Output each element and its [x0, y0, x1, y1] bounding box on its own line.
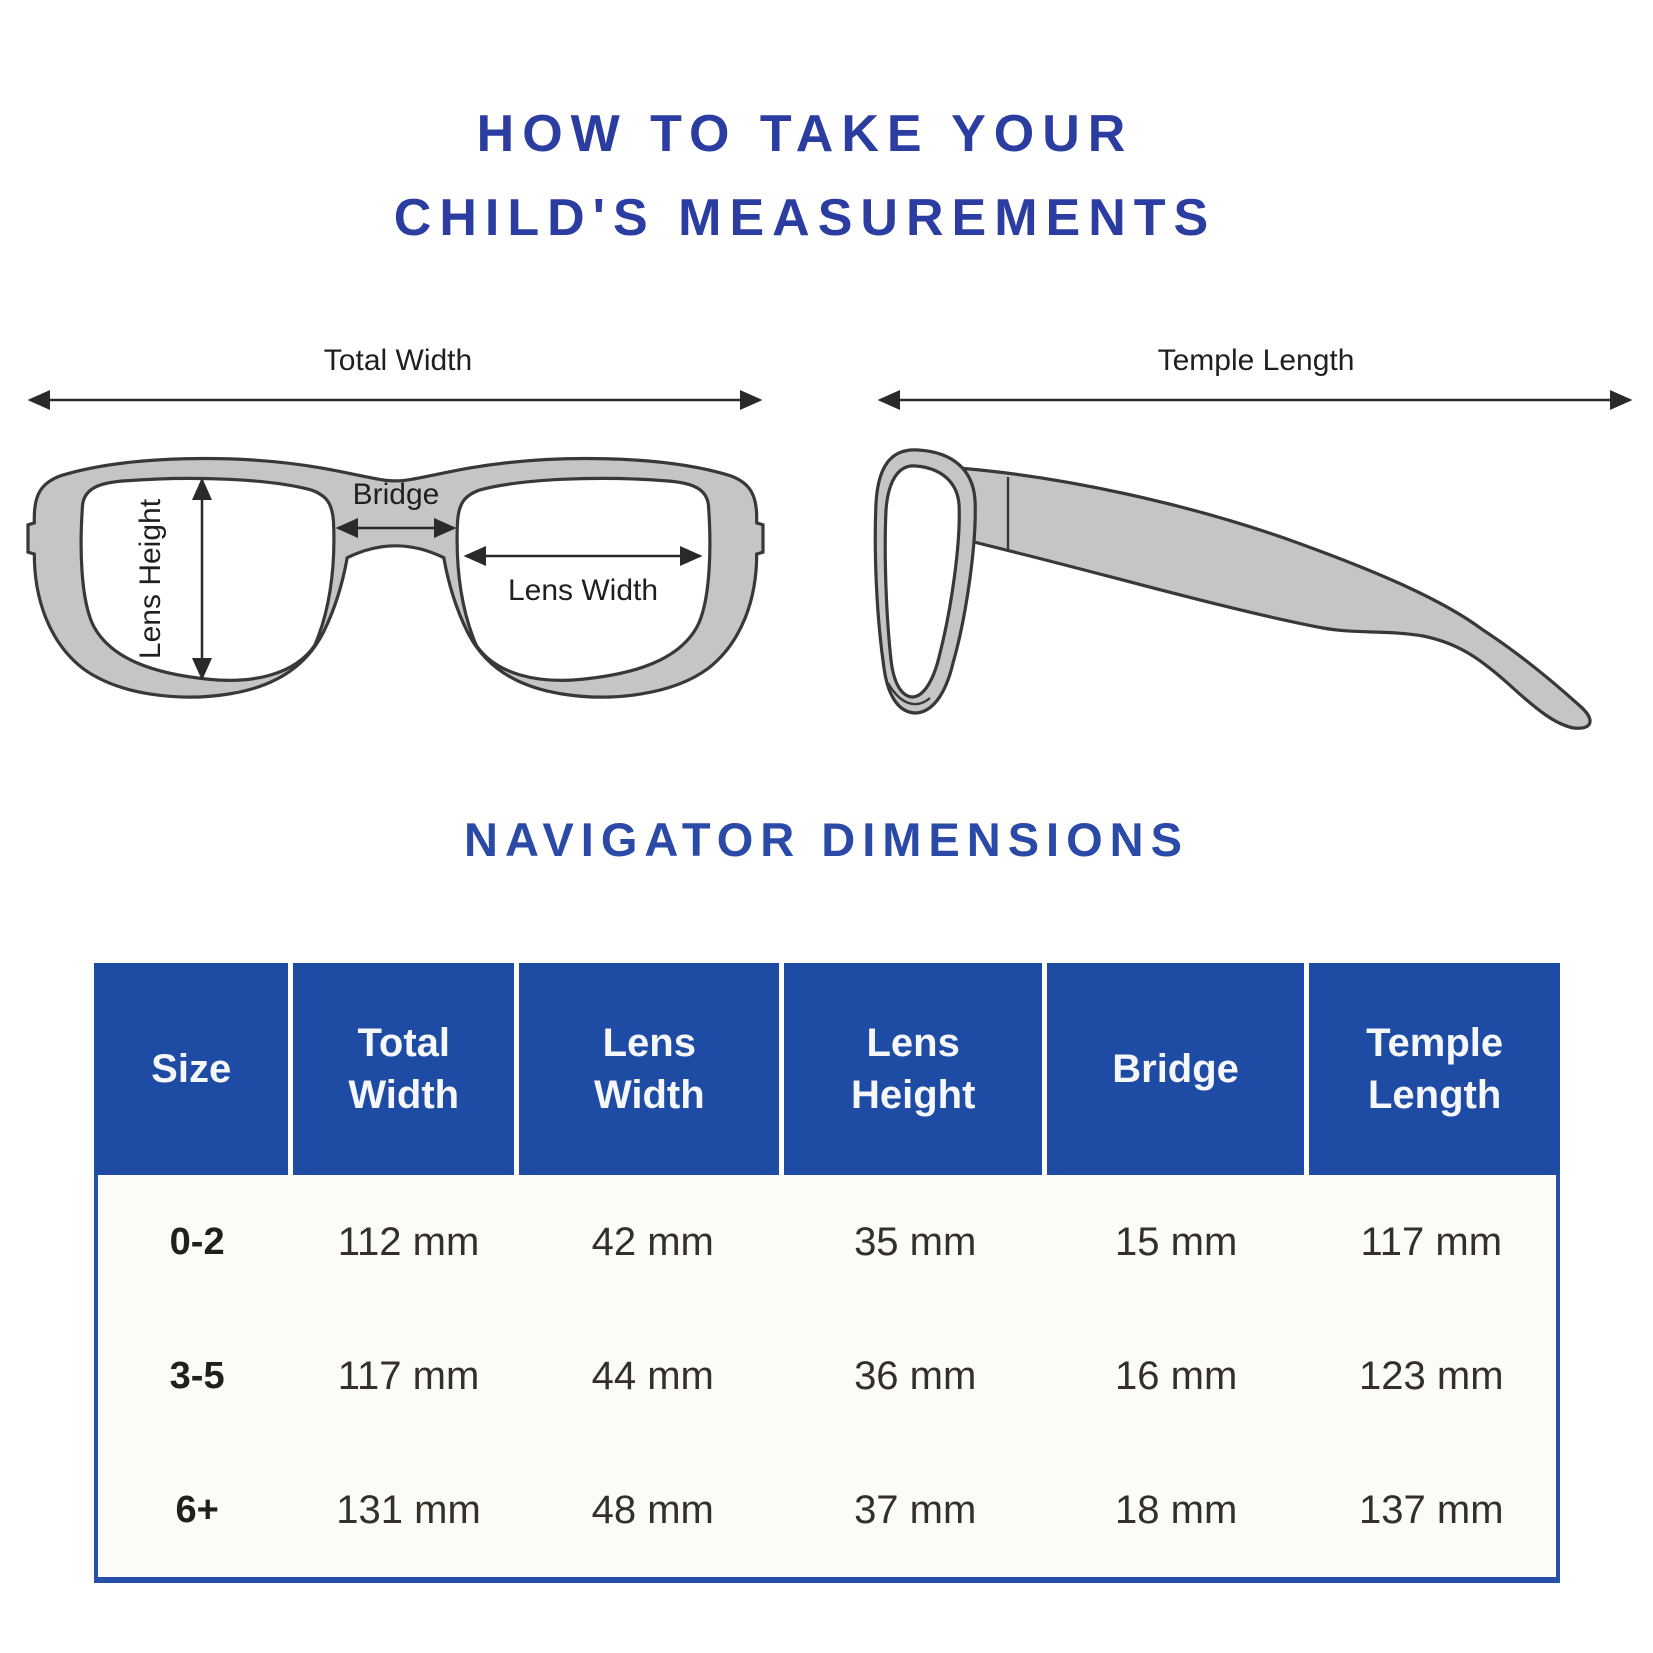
lens-width-label: Lens Width: [508, 574, 658, 607]
rim-thickness-contour: [886, 682, 931, 706]
page-title-line2: CHILD'S MEASUREMENTS: [393, 189, 1217, 247]
cell-total-width: 112 mm: [337, 1219, 480, 1264]
table-row: 3-5 117 mm 44 mm 36 mm 16 mm 123 mm: [98, 1309, 1556, 1443]
lens-height-label: Lens Height: [134, 498, 167, 659]
cell-lens-width: 44 mm: [591, 1353, 714, 1398]
col-header-total-width: Total Width: [293, 963, 520, 1175]
page-title: HOW TO TAKE YOUR CHILD'S MEASUREMENTS: [0, 92, 1610, 260]
col-header-temple-length: Temple Length: [1366, 1021, 1504, 1117]
glasses-front-frame: [28, 459, 763, 698]
cell-lens-width: 48 mm: [591, 1487, 714, 1532]
cell-size: 3-5: [169, 1354, 225, 1397]
cell-size: 0-2: [169, 1220, 225, 1263]
col-header-lens-height: Lens Height: [784, 963, 1047, 1175]
col-header-lens-width: Lens Width: [519, 963, 785, 1175]
page-title-line1: HOW TO TAKE YOUR: [476, 105, 1134, 163]
cell-temple-length: 117 mm: [1360, 1219, 1503, 1264]
bridge-label: Bridge: [353, 478, 440, 511]
glasses-side-diagram: Temple Length: [873, 344, 1633, 730]
col-header-bridge: Bridge: [1047, 963, 1310, 1175]
table-body: 0-2 112 mm 42 mm 35 mm 15 mm 117 mm 3-5 …: [94, 1175, 1560, 1583]
cell-bridge: 15 mm: [1115, 1219, 1238, 1264]
total-width-label: Total Width: [324, 344, 472, 377]
section-heading: NAVIGATOR DIMENSIONS: [464, 813, 1189, 866]
cell-temple-length: 137 mm: [1359, 1487, 1504, 1532]
table-header-row: Size Total Width Lens Width Lens Height …: [94, 963, 1560, 1175]
table-row: 0-2 112 mm 42 mm 35 mm 15 mm 117 mm: [98, 1175, 1556, 1309]
cell-temple-length: 123 mm: [1359, 1353, 1504, 1398]
cell-size: 6+: [175, 1488, 219, 1531]
table-row: 6+ 131 mm 48 mm 37 mm 18 mm 137 mm: [98, 1443, 1556, 1577]
col-header-size: Size: [94, 963, 294, 1175]
cell-lens-height: 37 mm: [854, 1487, 977, 1532]
cell-lens-height: 35 mm: [854, 1219, 977, 1264]
dimensions-table: Size Total Width Lens Width Lens Height …: [94, 963, 1560, 1583]
glasses-temple-arm: [956, 466, 1592, 730]
cell-total-width: 131 mm: [336, 1487, 481, 1532]
temple-length-label: Temple Length: [1158, 344, 1355, 377]
glasses-front-diagram: Total Width Lens Height Bridge Lens Widt…: [20, 344, 770, 728]
cell-total-width: 117 mm: [337, 1353, 480, 1398]
cell-lens-height: 36 mm: [854, 1353, 977, 1398]
cell-bridge: 18 mm: [1115, 1487, 1238, 1532]
cell-bridge: 16 mm: [1115, 1353, 1238, 1398]
glasses-side-lens: [883, 464, 961, 699]
cell-lens-width: 42 mm: [591, 1219, 714, 1264]
